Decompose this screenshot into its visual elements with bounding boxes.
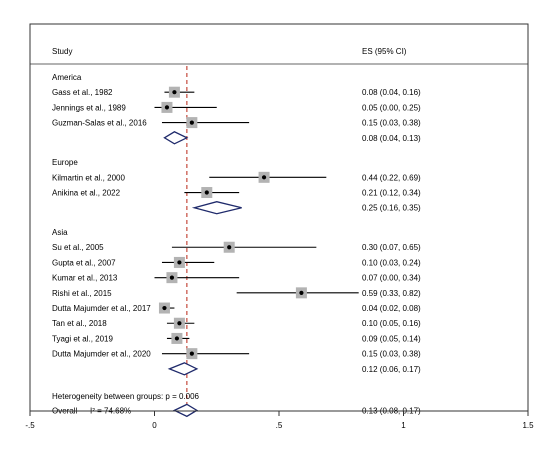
study-label: Tyagi et al., 2019 [52, 334, 113, 343]
es-ci-text: 0.10 (0.05, 0.16) [362, 319, 421, 328]
x-tick-label: 0 [152, 421, 157, 430]
group-label: Europe [52, 158, 78, 167]
study-label: Gupta et al., 2007 [52, 258, 116, 267]
point-estimate [164, 105, 170, 110]
point-estimate [172, 90, 177, 95]
group-label: America [52, 73, 82, 82]
es-ci-text: 0.15 (0.03, 0.38) [362, 119, 421, 128]
es-ci-text: 0.15 (0.03, 0.38) [362, 350, 421, 359]
study-label: Jennings et al., 1989 [52, 103, 126, 112]
subgroup-diamond [167, 362, 199, 376]
study-label: Dutta Majumder et al., 2017 [52, 304, 151, 313]
x-tick-label: 1.5 [522, 421, 534, 430]
es-ci-text: 0.44 (0.22, 0.69) [362, 173, 421, 182]
study-label: Kumar et al., 2013 [52, 274, 118, 283]
point-estimate [162, 305, 167, 311]
study-label: Anikina et al., 2022 [52, 189, 121, 198]
es-ci-text: 0.59 (0.33, 0.82) [362, 289, 421, 298]
x-tick-label: 1 [401, 421, 406, 430]
es-ci-text: 0.21 (0.12, 0.34) [362, 189, 421, 198]
study-header: Study [52, 47, 72, 56]
es-ci-text: 0.04 (0.02, 0.08) [362, 304, 421, 313]
point-estimate [169, 275, 175, 280]
study-label: Gass et al., 1982 [52, 88, 113, 97]
pooled-es-text: 0.25 (0.16, 0.35) [362, 204, 421, 213]
point-estimate [189, 120, 194, 125]
es-ci-text: 0.08 (0.04, 0.16) [362, 88, 421, 97]
study-label: Dutta Majumder et al., 2020 [52, 350, 151, 359]
x-tick-label: .5 [276, 421, 283, 430]
subgroup-diamond [163, 131, 189, 145]
es-ci-text: 0.30 (0.07, 0.65) [362, 243, 421, 252]
es-ci-text: 0.05 (0.00, 0.25) [362, 103, 421, 112]
point-estimate [261, 175, 267, 180]
es-header: ES (95% CI) [362, 47, 407, 56]
study-label: Kilmartin et al., 2000 [52, 173, 125, 182]
study-label: Tan et al., 2018 [52, 319, 107, 328]
point-estimate [299, 290, 304, 295]
study-label: Su et al., 2005 [52, 243, 104, 252]
point-estimate [174, 336, 180, 341]
point-estimate [177, 321, 182, 326]
group-label: Asia [52, 228, 68, 237]
pooled-es-text: 0.08 (0.04, 0.13) [362, 134, 421, 143]
point-estimate [189, 351, 194, 356]
es-ci-text: 0.10 (0.03, 0.24) [362, 258, 421, 267]
study-label: Rishi et al., 2015 [52, 289, 112, 298]
es-ci-text: 0.09 (0.05, 0.14) [362, 334, 421, 343]
x-tick-label: -.5 [25, 421, 35, 430]
point-estimate [227, 245, 232, 250]
es-ci-text: 0.07 (0.00, 0.34) [362, 274, 421, 283]
subgroup-diamond [191, 201, 242, 215]
point-estimate [177, 260, 182, 265]
point-estimate [204, 190, 209, 195]
study-label: Guzman-Salas et al., 2016 [52, 119, 147, 128]
heterogeneity-text: Heterogeneity between groups: p = 0.006 [52, 392, 200, 401]
pooled-es-text: 0.12 (0.06, 0.17) [362, 365, 421, 374]
overall-diamond [172, 403, 199, 418]
